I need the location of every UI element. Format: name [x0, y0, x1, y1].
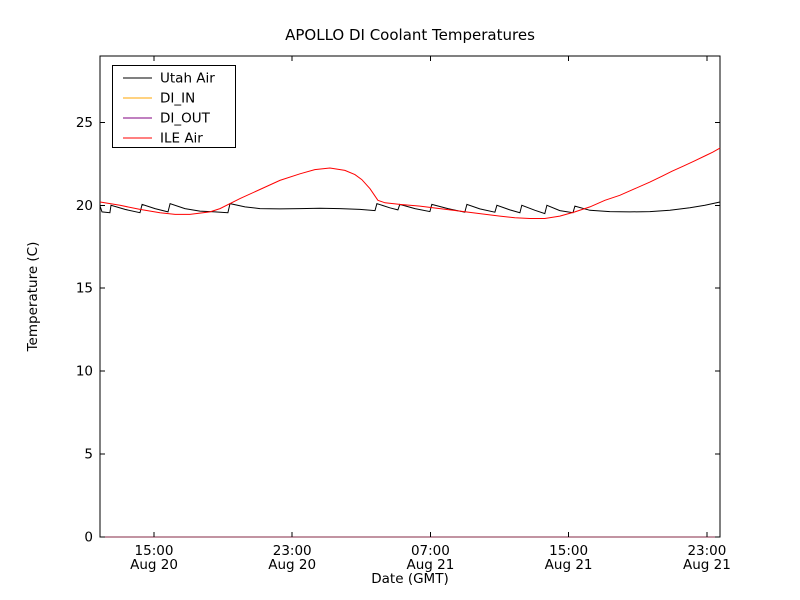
x-tick-label-time: 07:00 [411, 543, 450, 559]
y-axis-label: Temperature (C) [25, 242, 41, 353]
series-layer [99, 147, 721, 538]
x-axis-label: Date (GMT) [371, 571, 448, 587]
legend-label-ile-air: ILE Air [160, 131, 203, 147]
y-tick-label: 15 [76, 281, 93, 297]
x-tick-label-time: 23:00 [273, 543, 312, 559]
legend-border [112, 65, 236, 148]
series-line-utah-air [99, 201, 721, 215]
y-tick-label: 0 [84, 530, 93, 546]
x-tick-label-time: 23:00 [687, 543, 726, 559]
x-tick-label-date: Aug 21 [545, 557, 593, 573]
y-tick-label: 25 [76, 115, 93, 131]
x-tick-label-time: 15:00 [549, 543, 588, 559]
series-line-ile-air [100, 147, 721, 219]
x-tick-label-date: Aug 21 [406, 557, 454, 573]
legend-label-utah-air: Utah Air [160, 71, 215, 87]
legend: Utah Air DI_IN DI_OUT ILE Air [112, 65, 236, 148]
x-tick-label-date: Aug 21 [683, 557, 731, 573]
legend-label-di-out: DI_OUT [160, 111, 211, 127]
x-tick-label-date: Aug 20 [130, 557, 178, 573]
y-tick-label: 20 [76, 198, 93, 214]
x-tick-label-date: Aug 20 [268, 557, 316, 573]
x-tick-label-time: 15:00 [135, 543, 174, 559]
y-tick-label: 5 [84, 447, 93, 463]
y-tick-label: 10 [76, 364, 93, 380]
chart-title: APOLLO DI Coolant Temperatures [285, 26, 535, 44]
legend-label-di-in: DI_IN [160, 91, 195, 107]
